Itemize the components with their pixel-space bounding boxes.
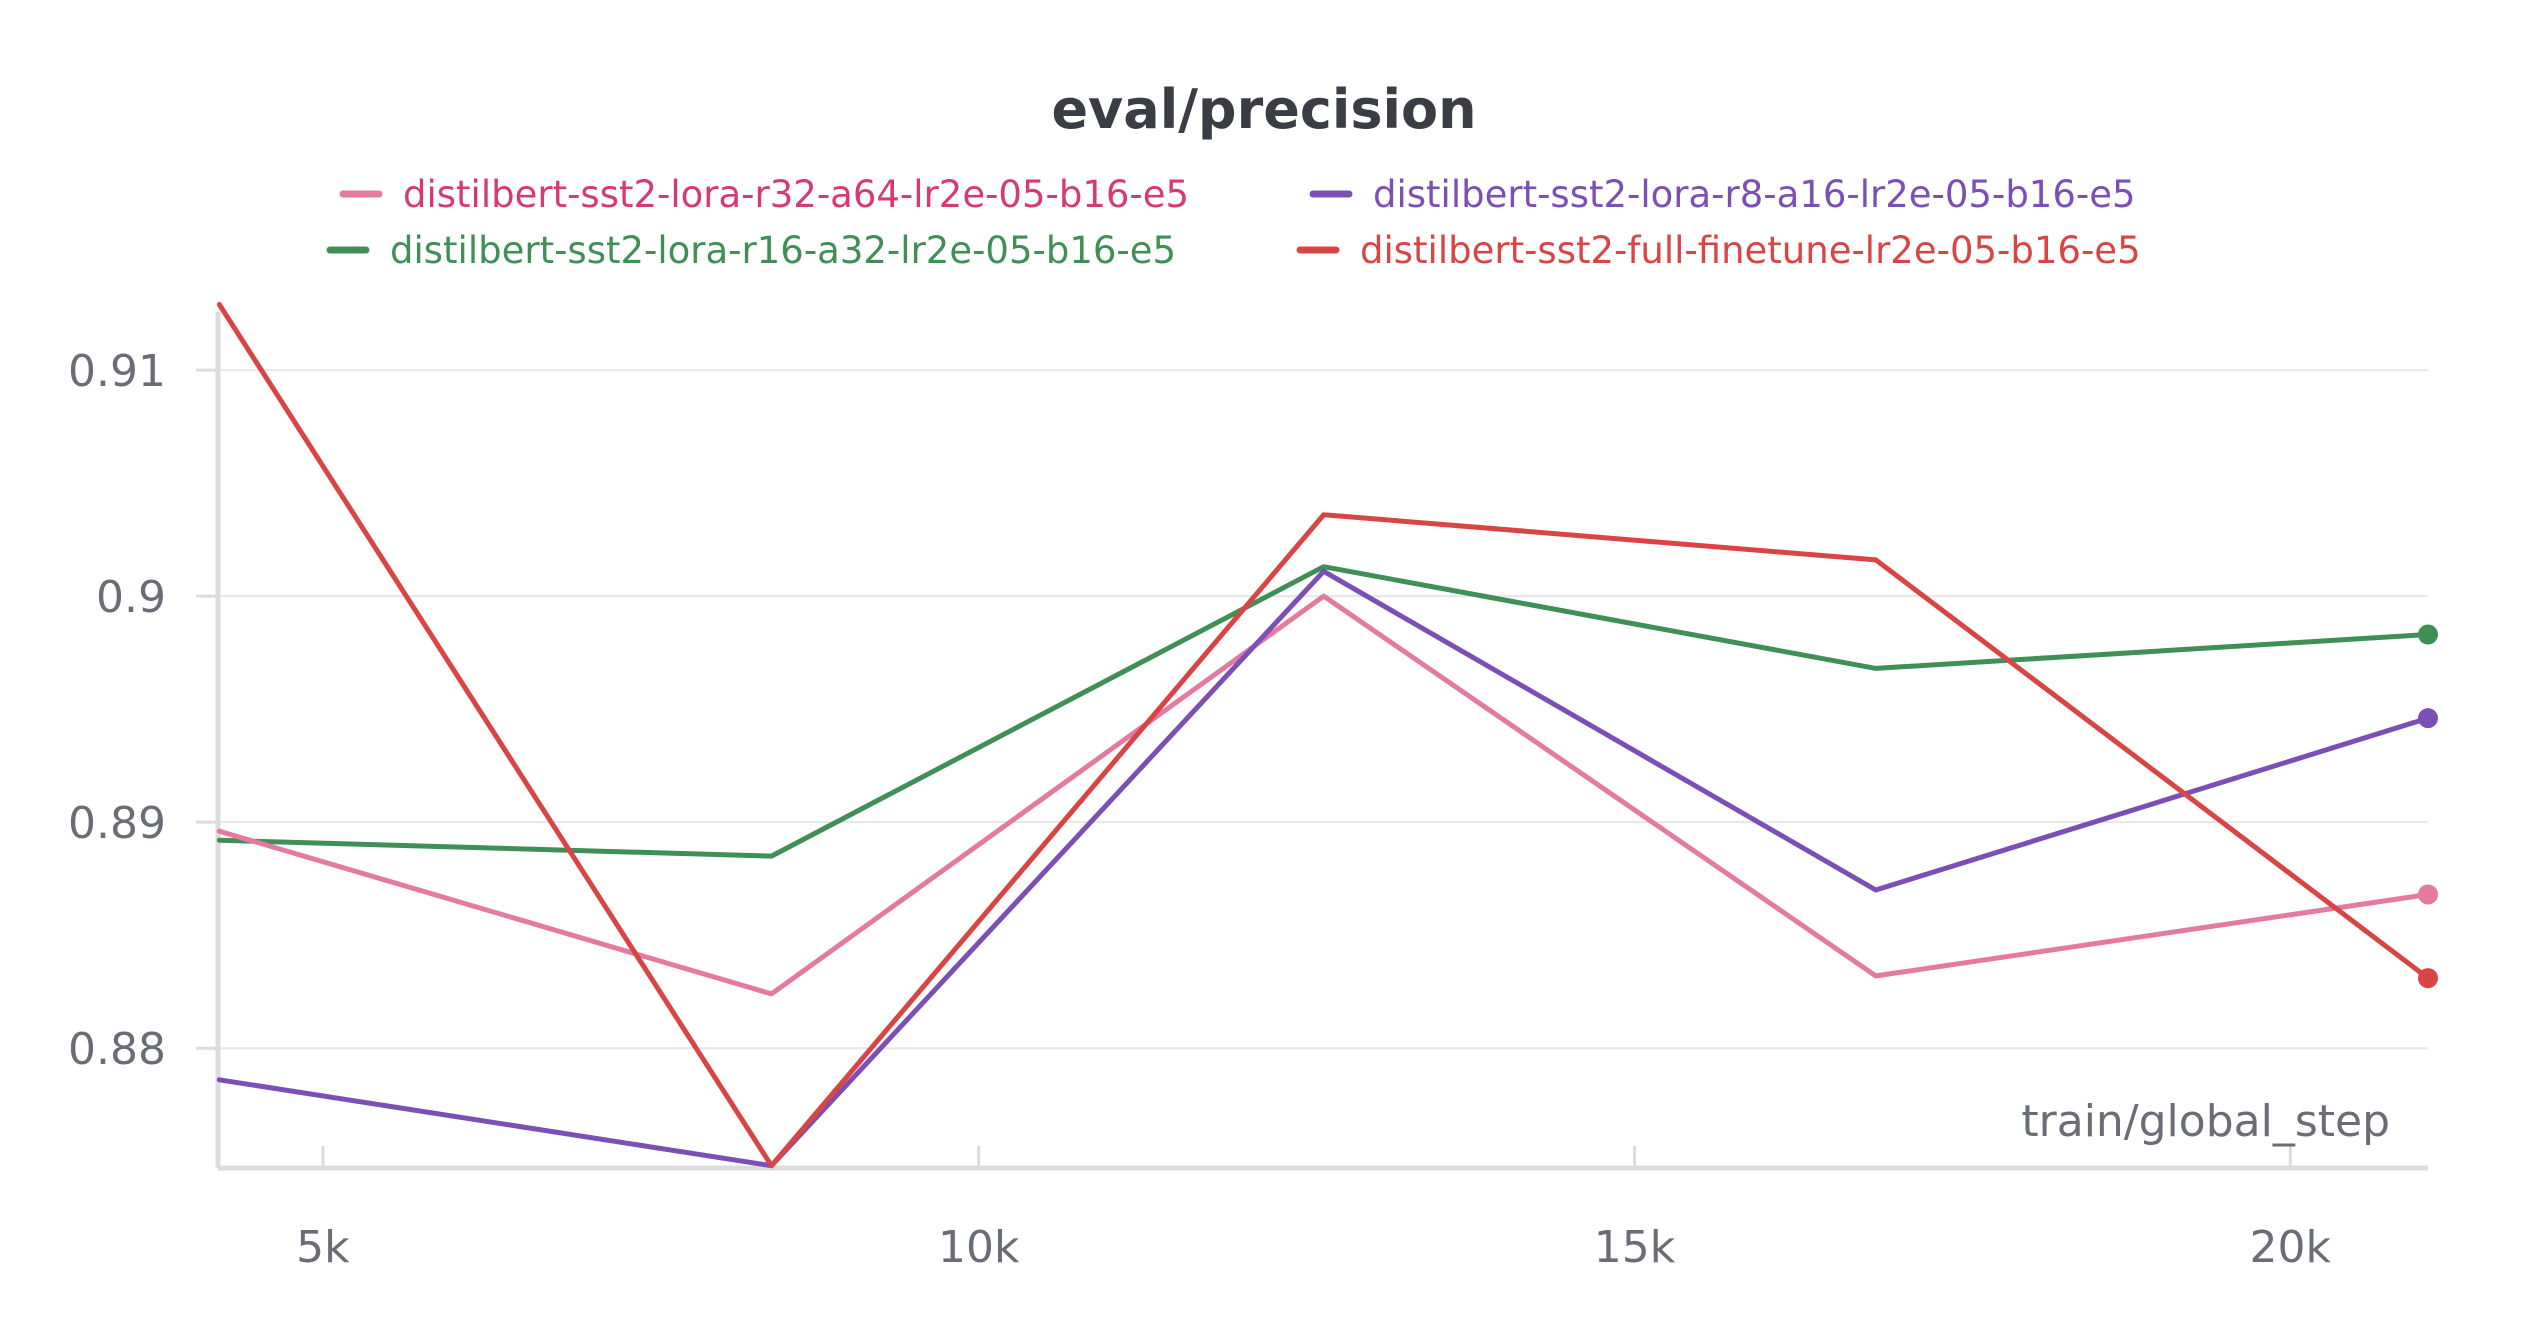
series-line[interactable] bbox=[216, 593, 2431, 997]
y-tick-label: 0.9 bbox=[96, 572, 166, 623]
y-tick-label: 0.89 bbox=[68, 798, 166, 849]
x-tick-label: 15k bbox=[1594, 1222, 1676, 1273]
series-line[interactable] bbox=[216, 568, 2431, 1169]
legend-entry[interactable]: distilbert-sst2-full-finetune-lr2e-05-b1… bbox=[1296, 229, 2141, 272]
x-tick-label: 20k bbox=[2250, 1222, 2332, 1273]
series-end-point[interactable] bbox=[2418, 968, 2438, 989]
grid bbox=[218, 369, 2428, 1050]
legend-label: distilbert-sst2-full-finetune-lr2e-05-b1… bbox=[1360, 229, 2141, 272]
legend-label: distilbert-sst2-lora-r16-a32-lr2e-05-b16… bbox=[390, 229, 1176, 272]
legend: distilbert-sst2-lora-r32-a64-lr2e-05-b16… bbox=[326, 173, 2141, 272]
legend-label: distilbert-sst2-lora-r32-a64-lr2e-05-b16… bbox=[403, 173, 1189, 216]
axes: 0.88 0.89 0.9 0.91 5k 10k 15k 20k bbox=[68, 312, 2428, 1273]
series bbox=[216, 302, 2438, 1169]
y-tick-label: 0.88 bbox=[68, 1024, 166, 1075]
legend-entry[interactable]: distilbert-sst2-lora-r16-a32-lr2e-05-b16… bbox=[326, 229, 1176, 272]
legend-entry[interactable]: distilbert-sst2-lora-r32-a64-lr2e-05-b16… bbox=[339, 173, 1189, 216]
series-line[interactable] bbox=[216, 302, 2431, 1169]
y-tick-label: 0.91 bbox=[68, 346, 166, 397]
series-end-point[interactable] bbox=[2418, 624, 2438, 645]
series-end-point[interactable] bbox=[2418, 708, 2438, 729]
x-axis-label: train/global_step bbox=[2021, 1096, 2390, 1147]
legend-entry[interactable]: distilbert-sst2-lora-r8-a16-lr2e-05-b16-… bbox=[1309, 173, 2136, 216]
x-tick-label: 10k bbox=[938, 1222, 1020, 1273]
chart-title: eval/precision bbox=[1051, 78, 1476, 141]
series-line[interactable] bbox=[216, 564, 2431, 859]
legend-label: distilbert-sst2-lora-r8-a16-lr2e-05-b16-… bbox=[1373, 173, 2136, 216]
x-tick-label: 5k bbox=[296, 1222, 350, 1273]
series-end-point[interactable] bbox=[2418, 884, 2438, 905]
